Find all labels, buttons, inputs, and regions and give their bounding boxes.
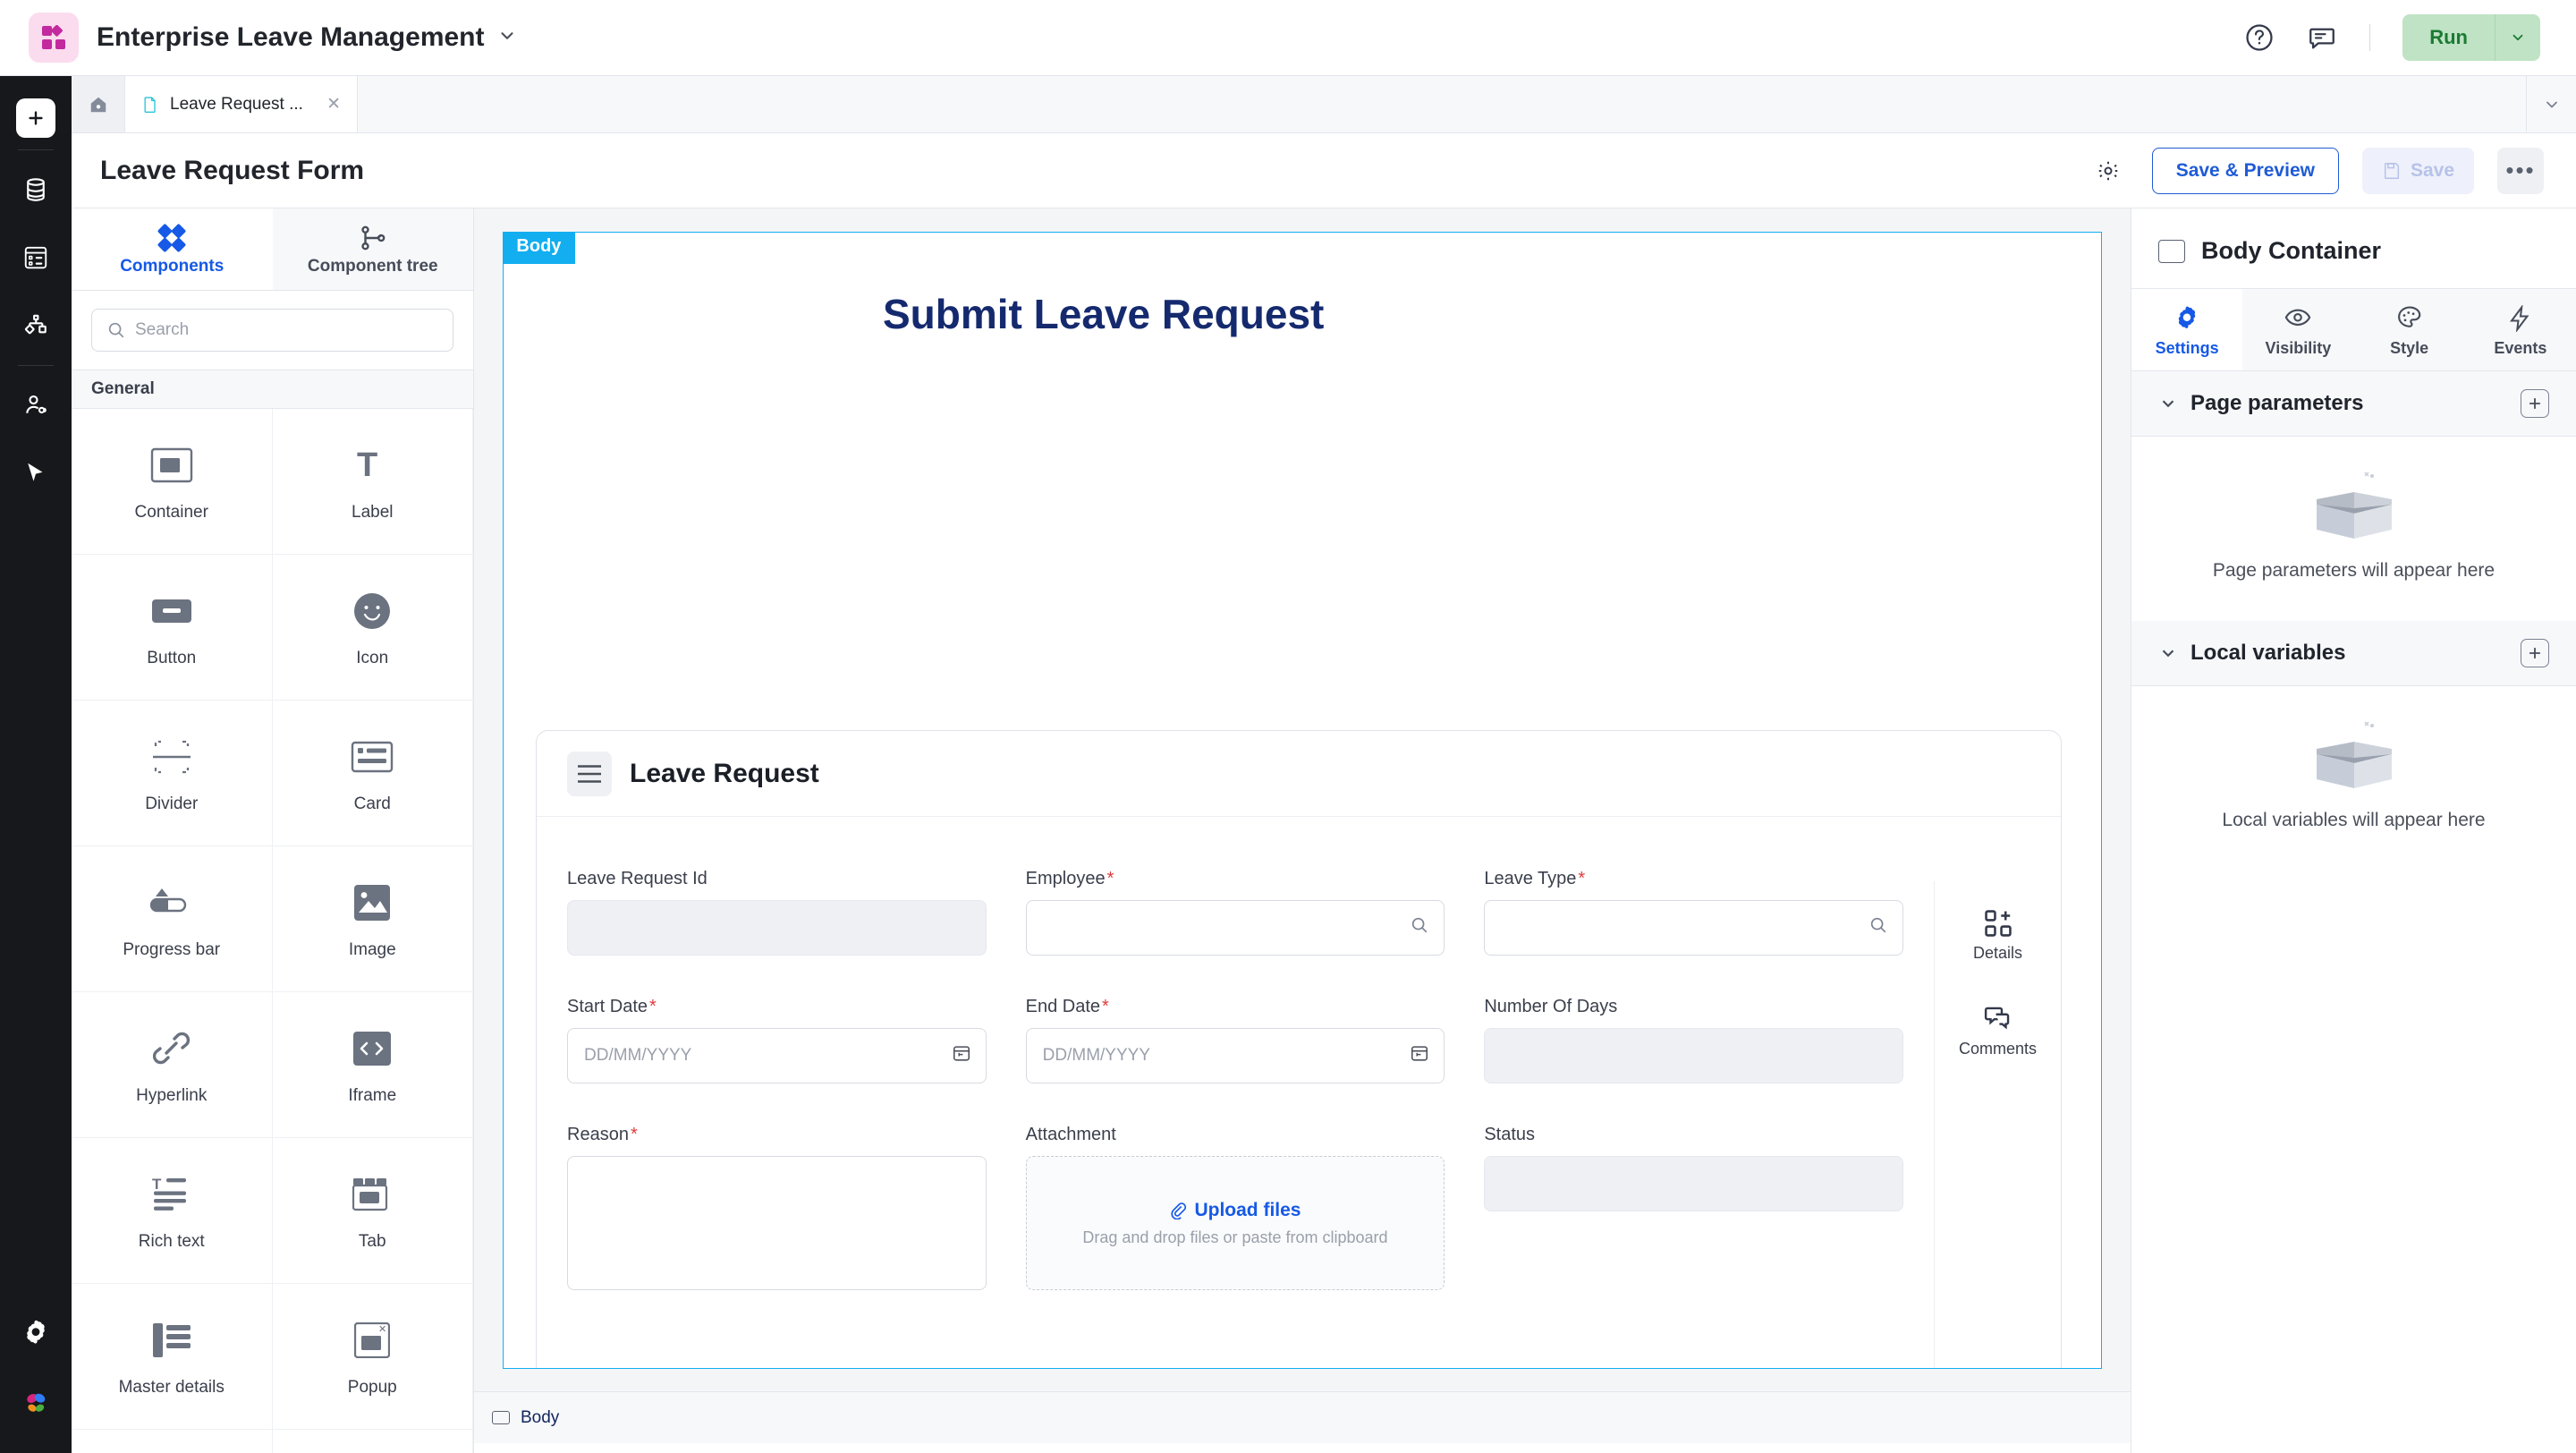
svg-text:T: T	[357, 447, 377, 483]
svg-text:✕: ✕	[378, 1324, 386, 1335]
svg-text:T: T	[152, 1177, 162, 1193]
